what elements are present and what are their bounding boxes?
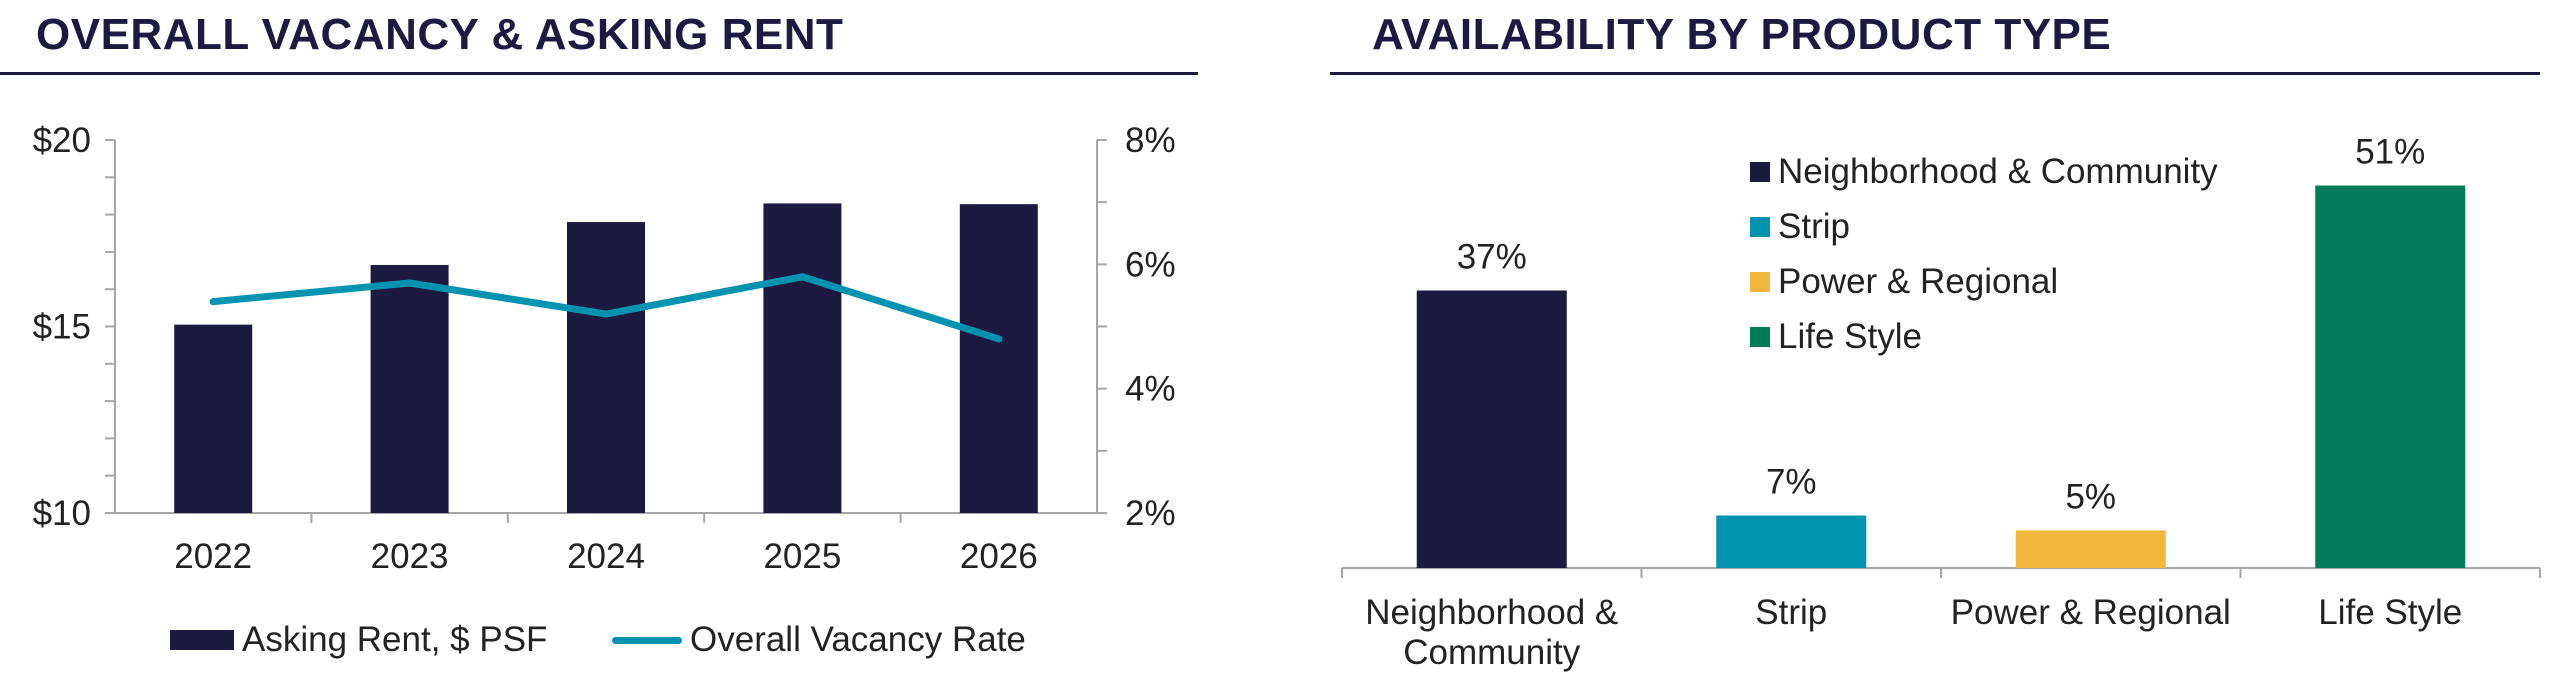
legend-label-power-regional: Power & Regional <box>1778 262 2059 301</box>
availability-bar-neighborhood-community <box>1416 290 1567 568</box>
legend-label-vacancy-rate: Overall Vacancy Rate <box>690 620 1026 659</box>
legend-label-neighborhood: Neighborhood & Community <box>1778 152 2218 191</box>
asking-rent-bar-2022 <box>174 324 253 513</box>
asking-rent-bar-2025 <box>763 203 842 513</box>
legend-label-strip: Strip <box>1778 207 1850 246</box>
vacancy-rate-point-2022 <box>209 298 217 306</box>
right-axis-tick-label: 2% <box>1125 494 1176 533</box>
availability-bar-life-style <box>2315 185 2466 568</box>
x-axis-label-2024: 2024 <box>567 537 645 576</box>
availability-category-label-life-style: Life Style <box>2318 593 2462 632</box>
vacancy-rate-point-2025 <box>798 273 806 281</box>
life-style-swatch <box>1750 327 1770 347</box>
legend-item-power-regional: Power & Regional <box>1750 262 2058 302</box>
neighborhood-swatch <box>1750 162 1770 182</box>
left-title-rule <box>0 72 1198 75</box>
availability-data-label-neighborhood-community: 37% <box>1457 238 1527 277</box>
right-axis-tick-label: 4% <box>1125 370 1176 409</box>
legend-item-neighborhood: Neighborhood & Community <box>1750 152 2218 192</box>
asking-rent-bar-2023 <box>370 264 449 513</box>
right-title-rule <box>1330 72 2540 75</box>
right-axis-tick-label: 6% <box>1125 245 1176 284</box>
vacancy-rate-swatch <box>612 636 682 644</box>
x-axis-label-2025: 2025 <box>763 537 841 576</box>
legend-item-strip: Strip <box>1750 207 1850 247</box>
x-axis-label-2023: 2023 <box>371 537 449 576</box>
asking-rent-bar-2026 <box>959 204 1038 513</box>
x-axis-label-2026: 2026 <box>960 537 1038 576</box>
availability-category-label-strip: Strip <box>1755 593 1827 632</box>
availability-category-label-neighborhood-community: Community <box>1403 633 1580 672</box>
availability-category-label-neighborhood-community: Neighborhood & <box>1365 593 1618 632</box>
vacancy-rate-point-2024 <box>602 310 610 318</box>
strip-swatch <box>1750 217 1770 237</box>
legend-label-life-style: Life Style <box>1778 317 1922 356</box>
availability-data-label-life-style: 51% <box>2355 133 2425 172</box>
legend-item-vacancy-rate: Overall Vacancy Rate <box>612 620 1026 660</box>
vacancy-rate-point-2023 <box>406 279 414 287</box>
vacancy-rate-point-2026 <box>995 335 1003 343</box>
left-axis-tick-label: $10 <box>33 494 91 533</box>
x-axis-label-2022: 2022 <box>174 537 252 576</box>
availability-bar-power-regional <box>2015 530 2166 568</box>
legend-label-asking-rent: Asking Rent, $ PSF <box>242 620 548 659</box>
vacancy-rent-chart: $10 $15 $20 2% 4% 6% 8% 2022 2023 2024 2025 2026 <box>33 121 1176 576</box>
asking-rent-swatch <box>170 630 234 650</box>
left-axis-tick-label: $15 <box>33 308 91 347</box>
legend-item-asking-rent: Asking Rent, $ PSF <box>170 620 547 660</box>
power-regional-swatch <box>1750 272 1770 292</box>
right-axis-tick-label: 8% <box>1125 121 1176 160</box>
asking-rent-bar-2024 <box>567 222 645 513</box>
vacancy-rent-chart-title: OVERALL VACANCY & ASKING RENT <box>36 10 844 59</box>
legend-item-life-style: Life Style <box>1750 317 1922 357</box>
availability-bar-strip <box>1716 515 1867 568</box>
availability-chart-title: AVAILABILITY BY PRODUCT TYPE <box>1372 10 2112 59</box>
availability-data-label-power-regional: 5% <box>2065 478 2116 517</box>
availability-data-label-strip: 7% <box>1766 463 1817 502</box>
availability-category-label-power-regional: Power & Regional <box>1951 593 2231 632</box>
left-axis-tick-label: $20 <box>33 121 91 160</box>
